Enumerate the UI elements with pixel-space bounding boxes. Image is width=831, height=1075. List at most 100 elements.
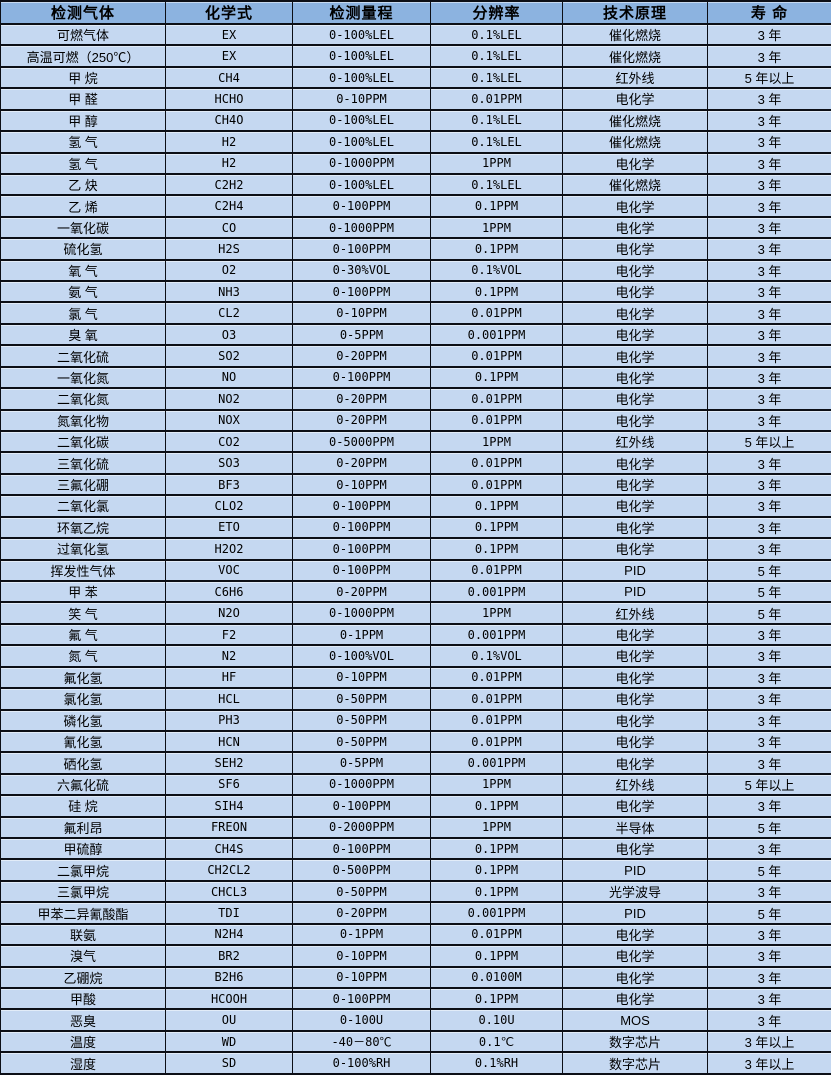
- chemical-formula-cell: TDI: [165, 901, 293, 925]
- chemical-formula-cell: HCL: [165, 687, 293, 711]
- technology-cell: 半导体: [562, 815, 708, 840]
- table-row: 甲硫醇 CH4S 0-100PPM 0.1PPM 电化学 3 年: [0, 837, 831, 861]
- technology-cell: 电化学: [562, 729, 708, 754]
- table-row: 二氧化氯 CLO2 0-100PPM 0.1PPM 电化学 3 年: [0, 494, 831, 518]
- detection-range-cell: 0-1PPM: [292, 922, 431, 947]
- chemical-formula-cell: HCOOH: [165, 986, 293, 1011]
- chemical-formula-cell: NOX: [165, 408, 293, 433]
- detection-range-cell: 0-50PPM: [292, 729, 431, 754]
- gas-name-cell: 硒化氢: [0, 751, 166, 775]
- chemical-formula-cell: HF: [165, 665, 293, 690]
- technology-cell: 电化学: [562, 837, 708, 861]
- table-row: 硒化氢 SEH2 0-5PPM 0.001PPM 电化学 3 年: [0, 751, 831, 775]
- technology-cell: PID: [562, 901, 708, 925]
- chemical-formula-cell: HCN: [165, 729, 293, 754]
- chemical-formula-cell: ETO: [165, 515, 293, 540]
- chemical-formula-cell: F2: [165, 622, 293, 647]
- table-row: 氢 气 H2 0-1000PPM 1PPM 电化学 3 年: [0, 151, 831, 175]
- lifespan-cell: 3 年: [707, 472, 831, 497]
- lifespan-cell: 3 年: [707, 365, 831, 390]
- technology-cell: 电化学: [562, 258, 708, 283]
- table-row: 硅 烷 SIH4 0-100PPM 0.1PPM 电化学 3 年: [0, 794, 831, 818]
- chemical-formula-cell: EX: [165, 22, 293, 47]
- table-row: 温度 WD -40－80℃ 0.1℃ 数字芯片 3 年以上: [0, 1029, 831, 1054]
- lifespan-cell: 3 年: [707, 258, 831, 283]
- detection-range-cell: 0-20PPM: [292, 451, 431, 475]
- resolution-cell: 0.1PPM: [430, 879, 563, 904]
- detection-range-cell: 0-100PPM: [292, 837, 431, 861]
- resolution-cell: 0.01PPM: [430, 301, 563, 325]
- gas-name-cell: 氢 气: [0, 130, 166, 154]
- resolution-cell: 0.01PPM: [430, 472, 563, 497]
- chemical-formula-cell: CHCL3: [165, 879, 293, 904]
- lifespan-cell: 3 年: [707, 944, 831, 968]
- chemical-formula-cell: O3: [165, 322, 293, 347]
- chemical-formula-cell: VOC: [165, 558, 293, 582]
- resolution-cell: 0.01PPM: [430, 708, 563, 732]
- chemical-formula-cell: SO3: [165, 451, 293, 475]
- gas-name-cell: 联氨: [0, 922, 166, 947]
- lifespan-cell: 3 年: [707, 387, 831, 411]
- gas-name-cell: 氢 气: [0, 151, 166, 175]
- technology-cell: 电化学: [562, 365, 708, 390]
- detection-range-cell: 0-100PPM: [292, 794, 431, 818]
- lifespan-cell: 5 年: [707, 601, 831, 625]
- resolution-cell: 0.1%VOL: [430, 644, 563, 668]
- table-row: 二氯甲烷 CH2CL2 0-500PPM 0.1PPM PID 5 年: [0, 858, 831, 882]
- gas-name-cell: 溴气: [0, 944, 166, 968]
- technology-cell: MOS: [562, 1008, 708, 1032]
- gas-name-cell: 过氧化氢: [0, 537, 166, 561]
- gas-name-cell: 乙硼烷: [0, 965, 166, 990]
- resolution-cell: 0.1%RH: [430, 1051, 563, 1075]
- technology-cell: 电化学: [562, 472, 708, 497]
- lifespan-cell: 3 年: [707, 986, 831, 1011]
- lifespan-cell: 5 年: [707, 579, 831, 604]
- gas-name-cell: 湿度: [0, 1051, 166, 1075]
- technology-cell: 电化学: [562, 237, 708, 261]
- gas-name-cell: 二氯甲烷: [0, 858, 166, 882]
- detection-range-cell: 0-100PPM: [292, 237, 431, 261]
- technology-cell: 电化学: [562, 494, 708, 518]
- gas-name-cell: 甲酸: [0, 986, 166, 1011]
- detection-range-cell: 0-100PPM: [292, 537, 431, 561]
- gas-name-cell: 笑 气: [0, 601, 166, 625]
- gas-name-cell: 乙 烯: [0, 194, 166, 218]
- table-body: 可燃气体 EX 0-100%LEL 0.1%LEL 催化燃烧 3 年高温可燃（250℃） E…: [0, 22, 831, 1075]
- table-row: 乙硼烷 B2H6 0-10PPM 0.0100M 电化学 3 年: [0, 965, 831, 990]
- lifespan-cell: 3 年: [707, 708, 831, 732]
- lifespan-cell: 5 年: [707, 815, 831, 840]
- gas-name-cell: 环氧乙烷: [0, 515, 166, 540]
- lifespan-cell: 3 年: [707, 344, 831, 368]
- chemical-formula-cell: OU: [165, 1008, 293, 1032]
- detection-range-cell: 0-100PPM: [292, 515, 431, 540]
- chemical-formula-cell: C6H6: [165, 579, 293, 604]
- detection-range-cell: 0-50PPM: [292, 879, 431, 904]
- detection-range-cell: 0-10PPM: [292, 944, 431, 968]
- gas-name-cell: 氟化氢: [0, 665, 166, 690]
- table-row: 挥发性气体 VOC 0-100PPM 0.01PPM PID 5 年: [0, 558, 831, 582]
- lifespan-cell: 3 年: [707, 130, 831, 154]
- technology-cell: 催化燃烧: [562, 22, 708, 47]
- detection-range-cell: 0-20PPM: [292, 408, 431, 433]
- technology-cell: 电化学: [562, 537, 708, 561]
- chemical-formula-cell: N2: [165, 644, 293, 668]
- detection-range-cell: 0-20PPM: [292, 387, 431, 411]
- chemical-formula-cell: CH2CL2: [165, 858, 293, 882]
- detection-range-cell: 0-100PPM: [292, 986, 431, 1011]
- gas-name-cell: 六氟化硫: [0, 772, 166, 797]
- resolution-cell: 0.1PPM: [430, 237, 563, 261]
- resolution-cell: 1PPM: [430, 215, 563, 240]
- resolution-cell: 0.1%LEL: [430, 44, 563, 68]
- lifespan-cell: 5 年以上: [707, 772, 831, 797]
- chemical-formula-cell: EX: [165, 44, 293, 68]
- column-header: 检测气体: [0, 0, 166, 25]
- detection-range-cell: 0-100U: [292, 1008, 431, 1032]
- lifespan-cell: 5 年以上: [707, 65, 831, 90]
- detection-range-cell: 0-10PPM: [292, 665, 431, 690]
- chemical-formula-cell: WD: [165, 1029, 293, 1054]
- resolution-cell: 0.01PPM: [430, 344, 563, 368]
- gas-name-cell: 氮氧化物: [0, 408, 166, 433]
- chemical-formula-cell: CH4: [165, 65, 293, 90]
- detection-range-cell: 0-5PPM: [292, 322, 431, 347]
- column-header: 寿 命: [707, 0, 831, 25]
